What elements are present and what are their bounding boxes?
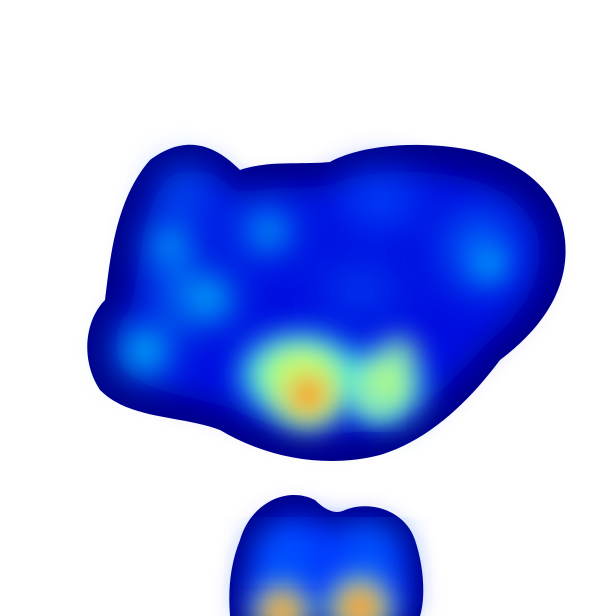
lower-hotspot-left — [250, 580, 314, 616]
lower-hotspot-right — [324, 572, 396, 616]
upper-heat-region — [87, 144, 566, 462]
lower-heat-region — [229, 494, 424, 616]
upper-hotspot — [270, 357, 346, 433]
